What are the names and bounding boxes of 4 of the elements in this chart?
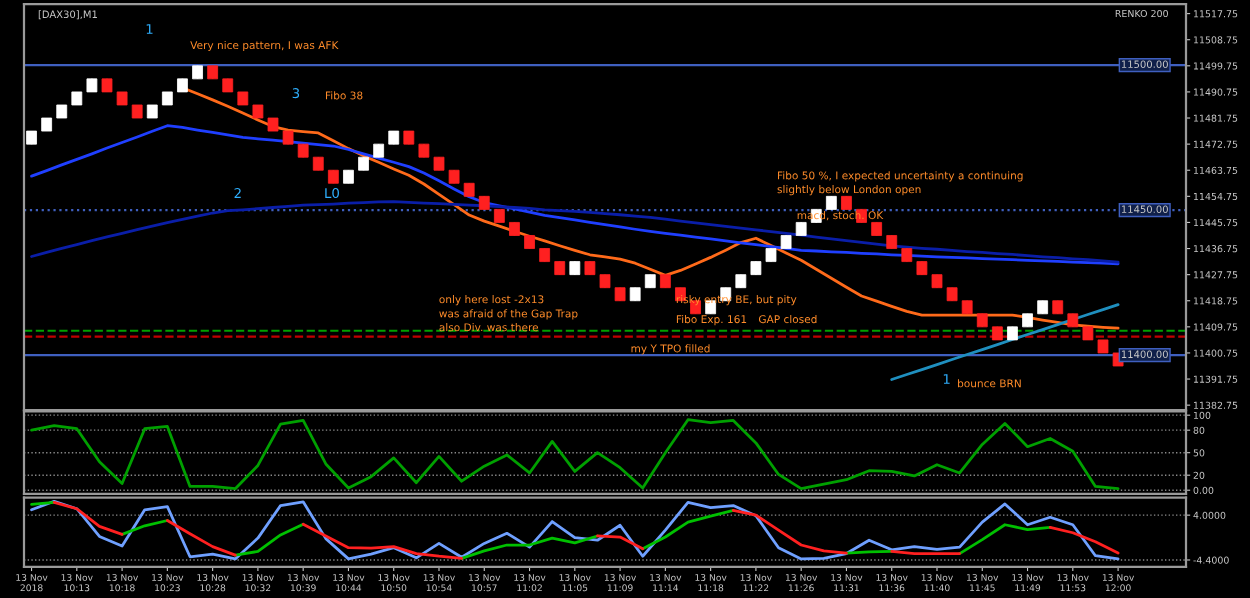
line-series (30, 200, 1120, 264)
line-series (30, 124, 1120, 266)
line-series (30, 418, 1120, 491)
line-series (890, 303, 1120, 381)
